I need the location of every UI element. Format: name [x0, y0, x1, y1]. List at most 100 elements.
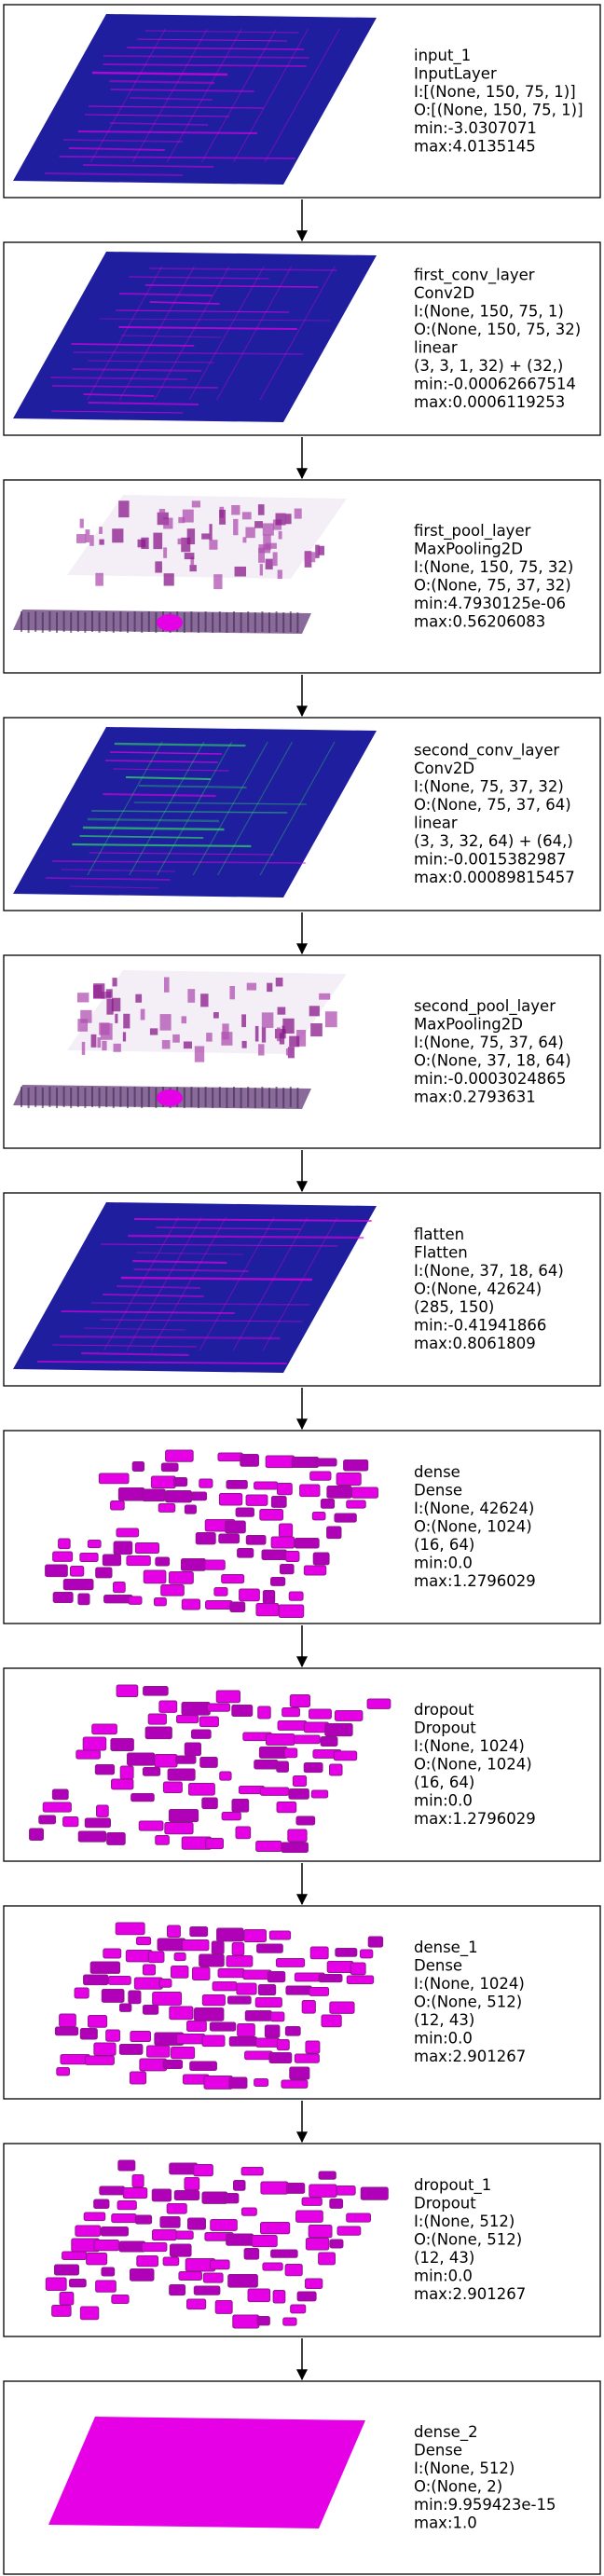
activation-block — [62, 2251, 88, 2261]
activation-streak — [81, 1351, 189, 1357]
activation-block — [77, 1830, 107, 1843]
activation-block — [45, 2277, 67, 2291]
pool-cell — [240, 1088, 242, 1108]
activation-block — [318, 2252, 336, 2266]
activation-block — [247, 2288, 271, 2303]
pool-cell — [259, 564, 263, 576]
activation-block — [190, 1491, 208, 1501]
activation-block — [251, 2235, 278, 2248]
activation-block — [244, 2010, 272, 2021]
activation-block — [211, 1940, 225, 1955]
activation-block — [214, 2300, 233, 2314]
layer-label-line: max:1.2796029 — [414, 1810, 536, 1828]
pool-cell — [163, 518, 169, 526]
pool-cell — [315, 544, 320, 558]
layer-label-line: O:(None, 512) — [414, 1994, 522, 2011]
activation-block — [243, 2248, 260, 2260]
pool-cell — [204, 1087, 207, 1107]
layer-label-line: max:0.00089815457 — [414, 869, 575, 886]
activation-block — [165, 1490, 193, 1503]
activation-block — [336, 1473, 362, 1486]
activation-block — [184, 2177, 200, 2191]
pool-cell — [56, 612, 58, 633]
activation-block — [308, 2225, 333, 2239]
activation-block — [87, 1540, 102, 1549]
activation-block — [231, 1942, 245, 1956]
activation-block — [131, 1461, 145, 1473]
layer-label-line: max:2.901267 — [414, 2048, 526, 2065]
layer-label-line: MaxPooling2D — [414, 1015, 523, 1033]
activation-streak — [149, 267, 337, 271]
layer-label-line: I:(None, 1024) — [414, 1737, 525, 1755]
activation-block — [96, 1804, 109, 1817]
activation-block — [175, 1755, 197, 1764]
activation-streak — [73, 351, 303, 355]
pool-cell — [324, 1011, 337, 1028]
pool-cell — [246, 982, 257, 991]
activation-block — [68, 2279, 87, 2288]
activation-block — [111, 2213, 137, 2224]
activation-streak — [136, 1252, 243, 1255]
activation-block — [201, 2035, 226, 2048]
activation-block — [257, 1984, 277, 1996]
activation-streak — [127, 47, 304, 50]
pool-cell — [209, 524, 213, 541]
activation-block — [303, 1762, 323, 1774]
layer-panel: dropout_1 Dropout I:(None, 512) O:(None, 51… — [3, 2143, 601, 2337]
activation-block — [254, 1760, 279, 1770]
pool-cell — [99, 539, 104, 545]
pool-cell — [318, 545, 324, 555]
activation-streak — [52, 860, 306, 864]
pool-cell — [133, 611, 136, 632]
pool-cell — [155, 1088, 158, 1108]
activation-block — [216, 1927, 244, 1942]
activation-block — [284, 2026, 301, 2036]
activation-block — [76, 1749, 101, 1760]
activation-block — [231, 1799, 250, 1813]
activation-streak — [133, 1267, 249, 1273]
pool-cell — [294, 508, 302, 519]
activation-block — [254, 1481, 279, 1490]
activation-streak — [113, 768, 229, 772]
activation-block — [101, 1989, 125, 2003]
activation-block — [284, 2264, 303, 2277]
activation-block — [334, 1710, 364, 1721]
pool-cell — [21, 611, 22, 632]
activation-block — [296, 2291, 317, 2302]
pool-cell — [254, 612, 256, 633]
pool-cell — [240, 612, 242, 633]
activation-block — [79, 2028, 98, 2040]
pool-cell — [275, 611, 278, 632]
pool-cell — [141, 537, 149, 550]
activation-block — [128, 1596, 143, 1605]
activation-streak — [133, 802, 307, 805]
pool-cell — [229, 986, 236, 1000]
pool-cell — [258, 547, 266, 563]
activation-block — [218, 1493, 243, 1506]
pool-cell — [181, 537, 191, 553]
pool-cell — [247, 611, 250, 632]
activation-block — [303, 1565, 327, 1576]
activation-streak — [51, 410, 184, 414]
activation-block — [54, 2026, 79, 2036]
pool-cell — [158, 509, 166, 516]
activation-block — [226, 1995, 252, 2005]
activation-block — [79, 2306, 100, 2321]
activation-streak — [89, 852, 274, 856]
activation-block — [155, 1556, 171, 1567]
activation-block — [291, 1457, 320, 1469]
activation-block — [186, 2217, 206, 2230]
activation-block — [270, 1496, 287, 1508]
activation-block — [287, 1829, 308, 1843]
pool-cell — [206, 1033, 213, 1042]
activation-block — [168, 1809, 199, 1823]
activation-block — [59, 2292, 75, 2306]
layer-label-line: max:0.2793631 — [414, 1088, 536, 1105]
activation-block — [59, 2013, 76, 2027]
activation-block — [268, 1930, 292, 1940]
pool-cell — [102, 1040, 107, 1051]
pool-cell — [111, 997, 121, 1012]
activation-block — [180, 1558, 206, 1571]
activation-streak — [132, 1259, 227, 1265]
pool-cell — [122, 1032, 127, 1042]
